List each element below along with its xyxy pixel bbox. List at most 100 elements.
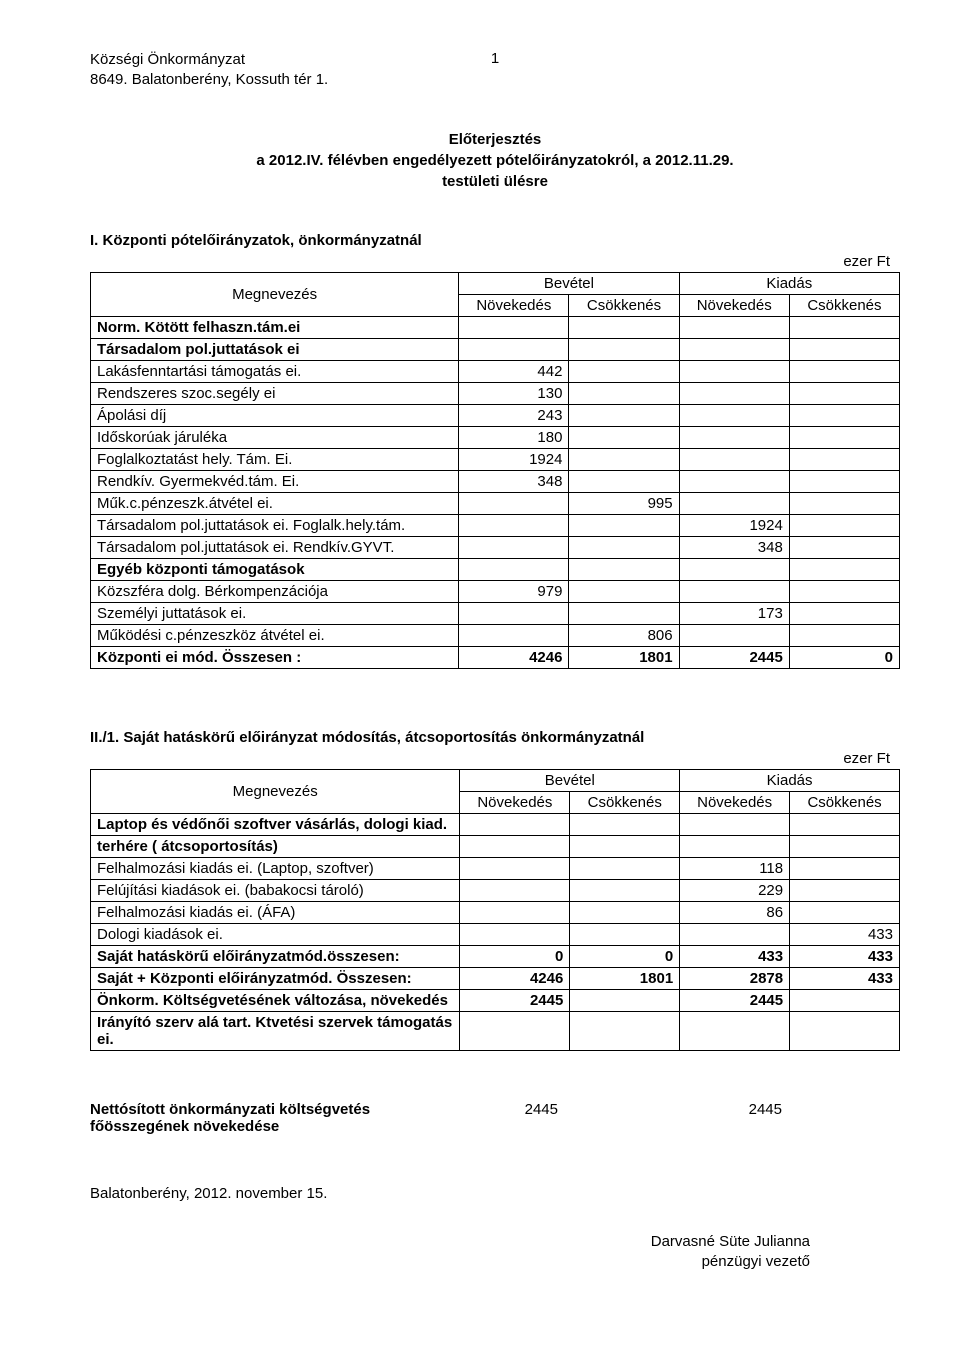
table-row: Társadalom pol.juttatások ei. Foglalk.he… <box>91 515 900 537</box>
row-value: 1801 <box>569 647 679 669</box>
row-label: Ápolási díj <box>91 405 459 427</box>
row-label: Társadalom pol.juttatások ei. Foglalk.he… <box>91 515 459 537</box>
title-line-3: testületi ülésre <box>90 171 900 192</box>
row-label: Egyéb központi támogatások <box>91 559 459 581</box>
col-megnevezes: Megnevezés <box>91 770 460 814</box>
row-value <box>789 339 899 361</box>
row-label: Személyi juttatások ei. <box>91 603 459 625</box>
table-row: Lakásfenntartási támogatás ei.442 <box>91 361 900 383</box>
row-value <box>680 836 790 858</box>
row-value <box>570 902 680 924</box>
row-value <box>460 836 570 858</box>
row-value <box>789 493 899 515</box>
row-value <box>460 880 570 902</box>
row-label: Saját + Központi előirányzatmód. Összese… <box>91 968 460 990</box>
row-value: 979 <box>459 581 569 603</box>
netto-val-2 <box>564 1101 676 1118</box>
row-value <box>679 317 789 339</box>
section-1-unit: ezer Ft <box>90 253 900 270</box>
doc-title: Előterjesztés a 2012.IV. félévben engedé… <box>90 129 900 192</box>
table-row: Egyéb központi támogatások <box>91 559 900 581</box>
page-number: 1 <box>491 50 499 67</box>
signature-block: Darvasné Süte Julianna pénzügyi vezető <box>90 1232 900 1271</box>
table-row: Társadalom pol.juttatások ei. Rendkív.GY… <box>91 537 900 559</box>
row-label: Felhalmozási kiadás ei. (ÁFA) <box>91 902 460 924</box>
table-row: Foglalkoztatást hely. Tám. Ei.1924 <box>91 449 900 471</box>
row-value <box>789 625 899 647</box>
row-label: Norm. Kötött felhaszn.tám.ei <box>91 317 459 339</box>
table-row: Központi ei mód. Összesen :4246180124450 <box>91 647 900 669</box>
row-value: 0 <box>570 946 680 968</box>
table-row: Laptop és védőnői szoftver vásárlás, dol… <box>91 814 900 836</box>
row-value <box>789 559 899 581</box>
table-row: Rendszeres szoc.segély ei130 <box>91 383 900 405</box>
table-2: Megnevezés Bevétel Kiadás Növekedés Csök… <box>90 769 900 1051</box>
row-value: 4246 <box>460 968 570 990</box>
row-value <box>789 427 899 449</box>
row-value <box>680 814 790 836</box>
row-value <box>679 383 789 405</box>
row-value <box>790 902 900 924</box>
row-value: 86 <box>680 902 790 924</box>
row-label: Rendszeres szoc.segély ei <box>91 383 459 405</box>
title-line-2: a 2012.IV. félévben engedélyezett pótelő… <box>90 150 900 171</box>
row-value <box>789 603 899 625</box>
row-value <box>570 1012 680 1051</box>
row-label: Lakásfenntartási támogatás ei. <box>91 361 459 383</box>
row-value <box>460 814 570 836</box>
table-row: Ápolási díj243 <box>91 405 900 427</box>
row-value: 0 <box>789 647 899 669</box>
row-value <box>570 858 680 880</box>
row-value <box>569 361 679 383</box>
row-value: 433 <box>790 968 900 990</box>
row-value <box>790 1012 900 1051</box>
table-row: Személyi juttatások ei.173 <box>91 603 900 625</box>
table-row: Társadalom pol.juttatások ei <box>91 339 900 361</box>
row-label: Foglalkoztatást hely. Tám. Ei. <box>91 449 459 471</box>
row-value <box>459 603 569 625</box>
table-row: Norm. Kötött felhaszn.tám.ei <box>91 317 900 339</box>
row-value: 1801 <box>570 968 680 990</box>
row-value <box>789 515 899 537</box>
col-bev-nov: Növekedés <box>459 295 569 317</box>
col-kiad-nov: Növekedés <box>679 295 789 317</box>
row-value <box>679 625 789 647</box>
row-label: Felhalmozási kiadás ei. (Laptop, szoftve… <box>91 858 460 880</box>
row-value <box>789 581 899 603</box>
row-value <box>460 858 570 880</box>
table-row: Felújítási kiadások ei. (babakocsi tárol… <box>91 880 900 902</box>
row-label: Közszféra dolg. Bérkompenzációja <box>91 581 459 603</box>
row-value <box>569 339 679 361</box>
row-label: terhére ( átcsoportosítás) <box>91 836 460 858</box>
col-bev-csok: Csökkenés <box>569 295 679 317</box>
row-value <box>570 924 680 946</box>
row-value <box>459 559 569 581</box>
row-value <box>790 990 900 1012</box>
row-value <box>459 317 569 339</box>
table-row: Önkorm. Költségvetésének változása, növe… <box>91 990 900 1012</box>
col-bevetel: Bevétel <box>459 273 679 295</box>
row-label: Saját hatáskörű előirányzatmód.összesen: <box>91 946 460 968</box>
row-value: 348 <box>459 471 569 493</box>
row-value: 1924 <box>459 449 569 471</box>
row-value: 118 <box>680 858 790 880</box>
doc-header: Községi Önkormányzat 8649. Balatonberény… <box>90 50 900 89</box>
row-value <box>679 339 789 361</box>
row-value <box>569 603 679 625</box>
row-label: Laptop és védőnői szoftver vásárlás, dol… <box>91 814 460 836</box>
row-value <box>459 537 569 559</box>
row-value <box>789 471 899 493</box>
table-row: terhére ( átcsoportosítás) <box>91 836 900 858</box>
row-label: Önkorm. Költségvetésének változása, növe… <box>91 990 460 1012</box>
row-value <box>569 449 679 471</box>
row-label: Központi ei mód. Összesen : <box>91 647 459 669</box>
row-label: Társadalom pol.juttatások ei <box>91 339 459 361</box>
section-1-title: I. Központi pótelőirányzatok, önkormányz… <box>90 232 900 249</box>
table-row: Felhalmozási kiadás ei. (Laptop, szoftve… <box>91 858 900 880</box>
row-value <box>570 814 680 836</box>
row-value: 442 <box>459 361 569 383</box>
row-value <box>679 361 789 383</box>
table-1-head-row-1: Megnevezés Bevétel Kiadás <box>91 273 900 295</box>
col-megnevezes: Megnevezés <box>91 273 459 317</box>
row-value <box>679 405 789 427</box>
